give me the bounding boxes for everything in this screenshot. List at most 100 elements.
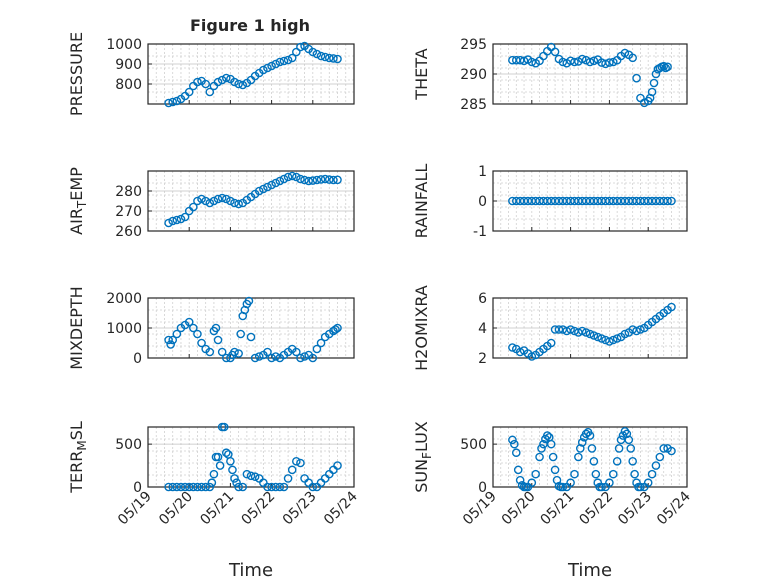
data-point [193,77,202,87]
data-point [632,73,641,83]
data-point [663,196,672,206]
data-point [267,482,276,492]
data-point [292,347,301,357]
data-point [593,332,603,342]
data-point [275,176,285,186]
data-point [172,329,182,339]
data-point [570,57,579,67]
data-point [626,444,636,453]
data-point [271,178,281,188]
data-point [663,62,672,72]
data-point [628,53,637,63]
data-point [618,431,628,440]
data-point [279,56,289,66]
y-tick-label: 285 [460,97,487,113]
data-point [312,344,322,354]
data-point [267,180,276,190]
axes-box [147,43,355,105]
data-point [548,452,558,462]
data-point [244,296,254,306]
data-point [213,194,223,204]
data-point [296,42,305,52]
y-tick-label: 500 [115,437,142,453]
data-point [659,444,669,453]
axes-box [147,170,355,232]
data-point [643,478,653,488]
data-point [172,482,182,492]
y-axis-label: AIRTEMP [67,167,89,235]
subplot-rainfall: -1 0 1 RAINFALL [412,164,688,240]
data-point [296,174,305,184]
data-point [605,478,614,488]
data-point [176,482,186,492]
data-point [250,353,260,363]
data-point [230,474,239,483]
data-point [667,446,676,456]
data-point [292,47,301,57]
data-point [205,198,215,208]
y-tick-label: 1 [478,164,487,180]
data-point [259,184,268,194]
y-tick-label: 500 [460,437,487,453]
data-point [333,323,342,333]
data-point [333,54,342,64]
y-tick-label: 290 [460,67,487,83]
data-point [242,469,252,479]
data-point [316,51,326,61]
data-point [287,53,297,63]
data-point [236,329,245,339]
data-point [655,452,665,462]
data-point [587,444,597,453]
data-point [267,353,276,363]
data-point [168,97,178,107]
data-point [271,59,281,69]
data-point [605,58,614,67]
data-point [254,186,264,196]
y-tick-label: 2 [478,351,487,367]
data-point [246,471,256,481]
data-point [205,482,215,492]
y-tick-label: 1000 [106,321,142,337]
data-point [519,56,529,66]
data-point [632,326,641,336]
y-tick-label: 295 [460,37,487,53]
y-axis-label: MIXDEPTH [67,286,86,369]
data-point [213,77,223,87]
data-point [331,325,340,334]
data-point [230,198,239,208]
data-point [232,478,241,488]
data-point [184,317,194,327]
data-point [221,448,231,458]
data-point [581,429,591,439]
data-point [189,202,198,212]
data-point [246,332,256,342]
subplot-pressure: 800 900 1000 PRESSURE [67,32,355,116]
subplot-h2omixra: 2 4 6 H2OMIXRA [412,285,688,371]
data-point [543,431,552,440]
data-point [263,63,272,73]
data-point [550,47,560,57]
data-point [217,347,227,357]
data-point [168,335,178,345]
subplot-air-temp: 260 270 280 AIRTEMP [67,167,355,240]
data-point [215,461,225,470]
data-point [585,431,595,440]
data-point [324,175,334,184]
y-tick-label: 270 [115,204,142,220]
data-point [304,176,313,186]
data-point [164,218,173,228]
data-point [667,196,676,206]
data-point [511,448,521,458]
data-point [259,65,268,75]
data-point [546,338,556,348]
data-point [508,435,517,445]
data-point [546,439,556,449]
data-point [531,469,540,479]
y-axis-label: PRESSURE [67,32,86,116]
data-point [283,474,293,483]
data-point [508,343,517,352]
y-tick-label: 0 [478,194,487,210]
data-point [659,61,669,71]
data-point [201,196,210,206]
data-point [189,323,198,333]
